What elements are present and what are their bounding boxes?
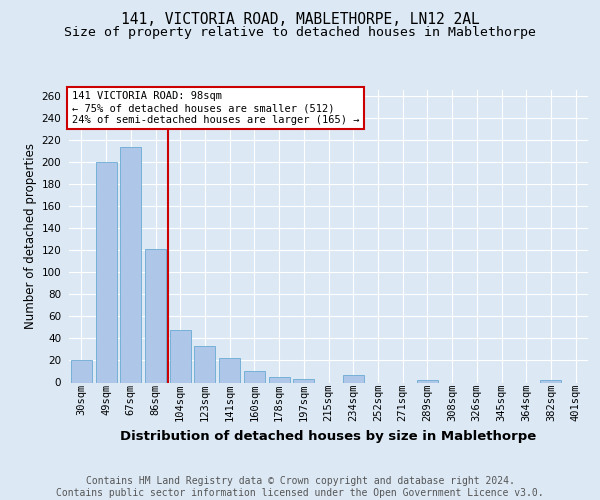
Bar <box>120 148 141 382</box>
Text: Contains HM Land Registry data © Crown copyright and database right 2024.
Contai: Contains HM Land Registry data © Crown c… <box>56 476 544 498</box>
Bar <box>293 379 314 382</box>
Bar <box>343 375 364 382</box>
Text: Size of property relative to detached houses in Mablethorpe: Size of property relative to detached ho… <box>64 26 536 39</box>
Bar <box>194 346 215 383</box>
X-axis label: Distribution of detached houses by size in Mablethorpe: Distribution of detached houses by size … <box>121 430 536 442</box>
Text: 141 VICTORIA ROAD: 98sqm
← 75% of detached houses are smaller (512)
24% of semi-: 141 VICTORIA ROAD: 98sqm ← 75% of detach… <box>71 92 359 124</box>
Bar <box>145 249 166 382</box>
Bar <box>269 377 290 382</box>
Bar <box>170 330 191 382</box>
Y-axis label: Number of detached properties: Number of detached properties <box>25 143 37 329</box>
Bar <box>95 162 116 382</box>
Bar <box>219 358 240 382</box>
Bar <box>71 360 92 382</box>
Bar <box>541 380 562 382</box>
Text: 141, VICTORIA ROAD, MABLETHORPE, LN12 2AL: 141, VICTORIA ROAD, MABLETHORPE, LN12 2A… <box>121 12 479 28</box>
Bar <box>244 372 265 382</box>
Bar <box>417 380 438 382</box>
